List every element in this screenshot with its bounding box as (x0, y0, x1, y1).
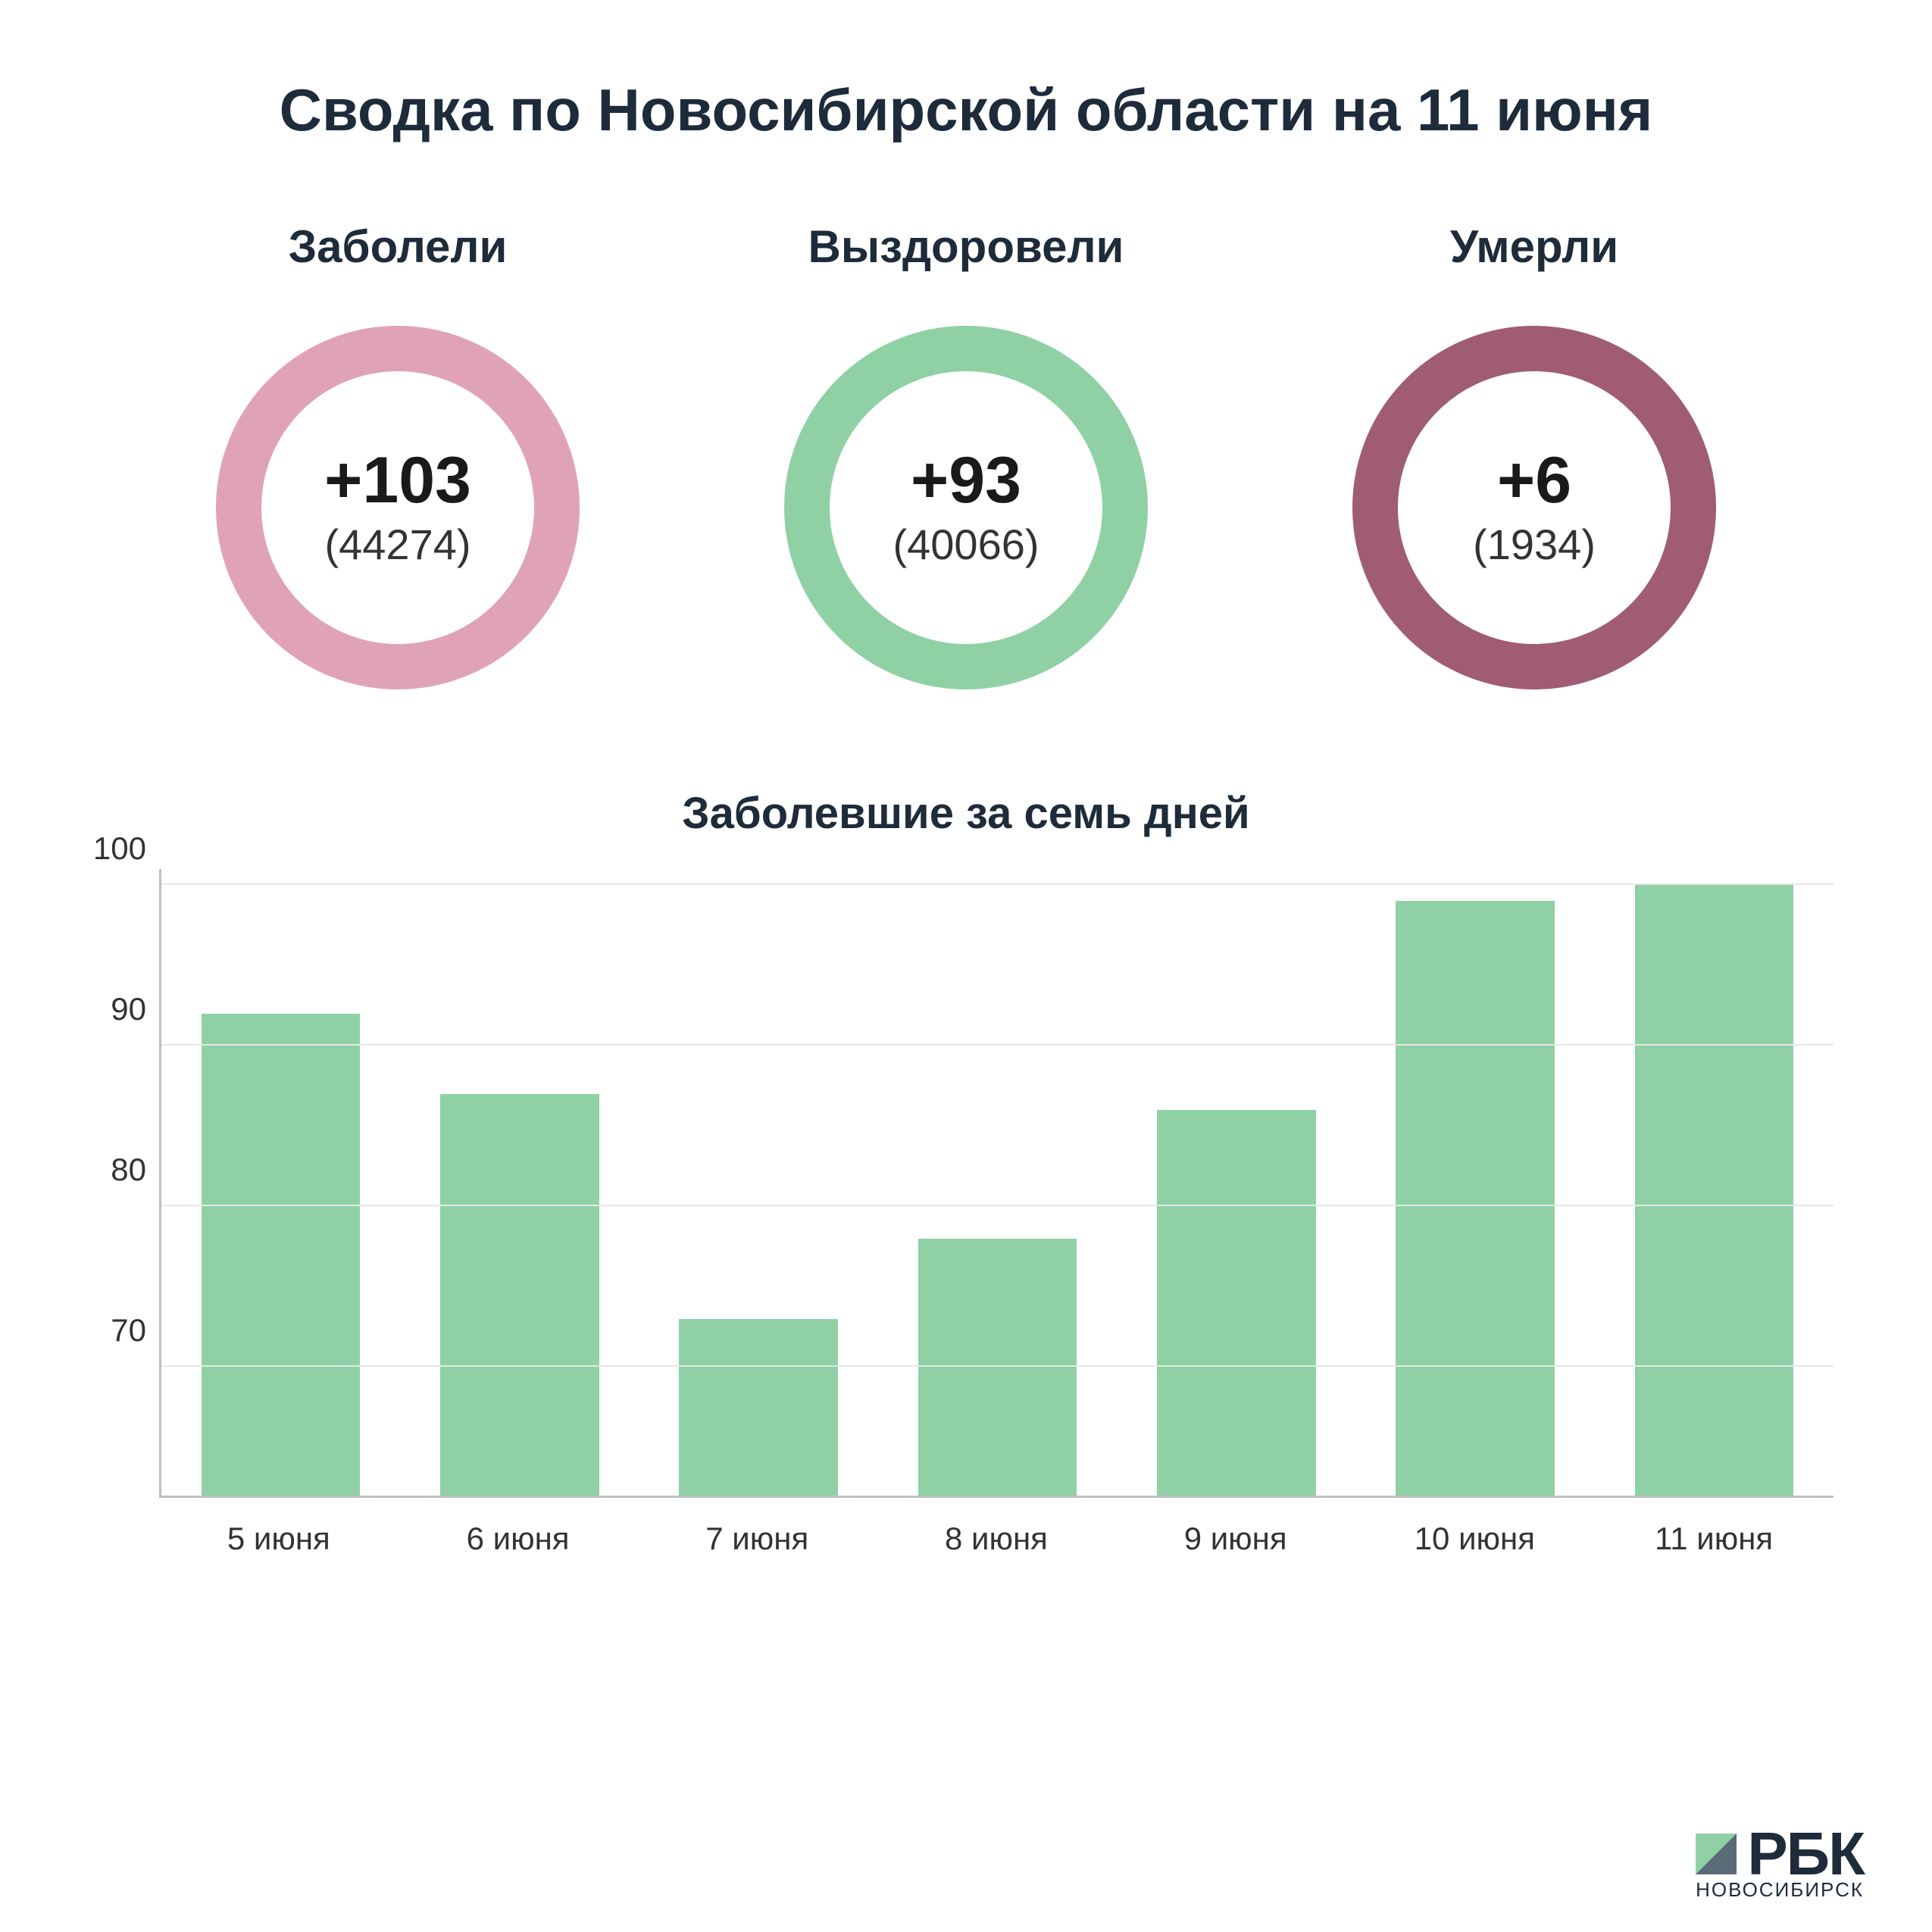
chart-gridline (161, 883, 1834, 885)
stat-infected-ring: +103 (44274) (208, 318, 587, 697)
logo-subtext: НОВОСИБИРСК (1696, 1878, 1864, 1902)
stats-row: Заболели +103 (44274) Выздоровели +93 (4… (68, 220, 1864, 697)
stat-recovered-delta: +93 (911, 446, 1021, 514)
stat-recovered-total: (40066) (893, 520, 1039, 569)
chart-x-labels: 5 июня 6 июня 7 июня 8 июня 9 июня 10 июня 11 … (159, 1521, 1834, 1557)
stat-infected: Заболели +103 (44274) (208, 220, 587, 697)
stat-deaths-total: (1934) (1473, 520, 1596, 569)
chart-bar (918, 1239, 1077, 1496)
stat-deaths-label: Умерли (1450, 220, 1618, 273)
chart-x-tick-label: 9 июня (1156, 1521, 1315, 1557)
stat-infected-delta: +103 (324, 446, 471, 514)
logo: РБК НОВОСИБИРСК (1696, 1827, 1864, 1902)
stat-deaths-delta: +6 (1497, 446, 1571, 514)
chart-bar (679, 1319, 838, 1496)
stat-deaths-ring: +6 (1934) (1345, 318, 1724, 697)
chart-x-tick-label: 8 июня (917, 1521, 1076, 1557)
stat-deaths: Умерли +6 (1934) (1345, 220, 1724, 697)
bar-chart: 708090100 5 июня 6 июня 7 июня 8 июня 9 июня… (68, 869, 1864, 1581)
chart-x-tick-label: 5 июня (199, 1521, 358, 1557)
stat-infected-total: (44274) (324, 520, 470, 569)
chart-gridline (161, 1205, 1834, 1206)
stat-infected-label: Заболели (289, 220, 508, 273)
chart-bar (202, 1014, 361, 1496)
chart-x-tick-label: 10 июня (1395, 1521, 1554, 1557)
logo-text: РБК (1747, 1827, 1864, 1881)
chart-title: Заболевшие за семь дней (68, 788, 1864, 839)
chart-y-tick-label: 100 (93, 830, 146, 867)
chart-x-tick-label: 11 июня (1634, 1521, 1793, 1557)
logo-icon (1696, 1834, 1737, 1874)
chart-bar (1635, 885, 1794, 1496)
chart-plot-area: 708090100 (159, 869, 1834, 1498)
chart-bar (1396, 901, 1555, 1496)
chart-y-tick-label: 80 (111, 1152, 146, 1188)
page-title: Сводка по Новосибирской области на 11 ию… (68, 76, 1864, 145)
stat-recovered-label: Выздоровели (808, 220, 1124, 273)
chart-x-tick-label: 7 июня (677, 1521, 836, 1557)
stat-recovered: Выздоровели +93 (40066) (777, 220, 1155, 697)
stat-recovered-ring: +93 (40066) (777, 318, 1155, 697)
chart-x-tick-label: 6 июня (439, 1521, 598, 1557)
chart-bars (161, 869, 1834, 1496)
chart-bar (440, 1094, 599, 1496)
chart-y-tick-label: 70 (111, 1312, 146, 1349)
chart-y-tick-label: 90 (111, 991, 146, 1027)
chart-bar (1157, 1110, 1316, 1496)
chart-gridline (161, 1044, 1834, 1046)
chart-gridline (161, 1365, 1834, 1367)
